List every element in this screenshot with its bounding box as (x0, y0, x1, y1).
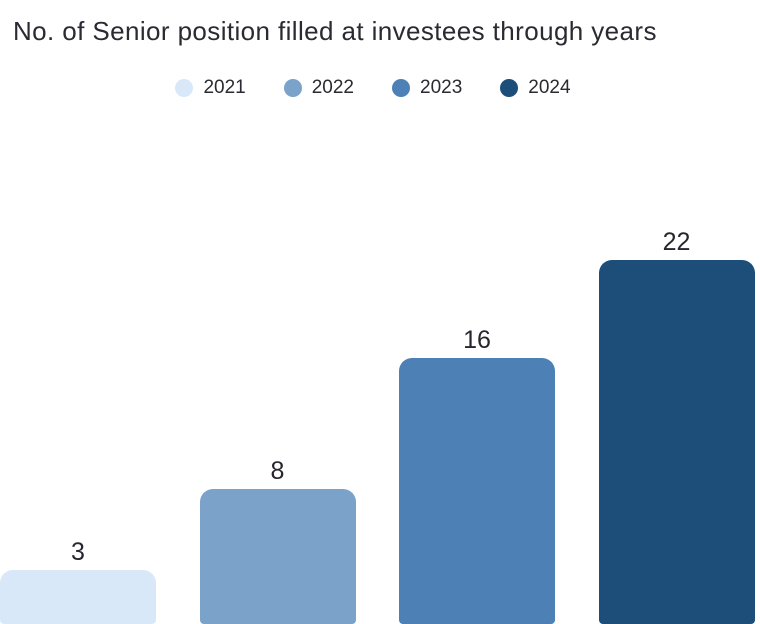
legend-label-2024: 2024 (528, 77, 571, 98)
bar-2022 (199, 488, 356, 624)
bar-value-2023: 16 (463, 325, 491, 354)
bar-value-2021: 3 (71, 538, 85, 567)
legend-item-2022: 2022 (283, 77, 354, 98)
legend-marker-2022 (283, 78, 302, 97)
bar-2023 (399, 357, 555, 624)
bar-value-2024: 22 (662, 227, 691, 256)
legend-marker-2024 (500, 78, 519, 97)
bar-2024 (598, 259, 755, 624)
chart-title: No. of Senior position filled at investe… (13, 16, 657, 46)
legend-label-2023: 2023 (420, 77, 463, 98)
bar-value-2022: 8 (270, 456, 285, 485)
legend-label-2022: 2022 (311, 77, 354, 98)
legend-item-2024: 2024 (500, 77, 571, 98)
legend: 2021 2022 2023 2024 (0, 78, 753, 97)
legend-item-2021: 2021 (175, 77, 246, 98)
legend-label-2021: 2021 (203, 77, 246, 98)
legend-item-2023: 2023 (392, 78, 462, 97)
legend-marker-2021 (175, 78, 194, 97)
bar-2021 (0, 570, 156, 624)
legend-marker-2023 (392, 78, 410, 97)
